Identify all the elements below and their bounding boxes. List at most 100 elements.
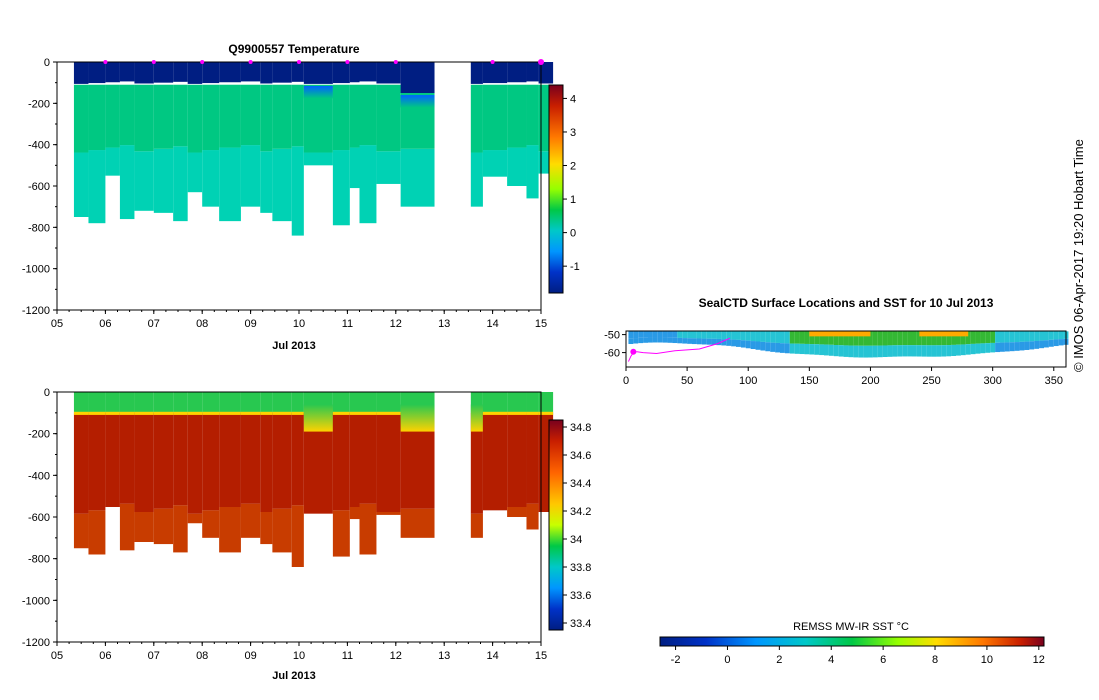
temperature-deep-cell <box>376 151 401 184</box>
sst-cell <box>775 342 780 353</box>
salinity-halocline-band <box>202 411 220 415</box>
temperature-mid-cell <box>153 84 174 149</box>
salinity-surface-cell <box>173 392 188 413</box>
sst-cell <box>1024 341 1030 350</box>
temperature-mid-cell <box>173 84 188 147</box>
sst-cell <box>892 331 898 346</box>
profile-marker <box>103 60 108 64</box>
sst-cell <box>687 331 692 339</box>
sst-cell <box>946 331 952 346</box>
temperature-axes: 05 06 07 08 09 10 11 12 13 14 15 0 -200 -400 -600 -800 -… <box>22 57 547 330</box>
sst-colorbar-tick-label: 4 <box>828 654 834 666</box>
temperature-mid-cell <box>134 84 154 152</box>
salinity-halocline-band <box>332 411 350 415</box>
sst-cell <box>677 337 683 344</box>
sst-cell <box>784 343 790 354</box>
temperature-mid-cell <box>73 84 89 153</box>
temperature-deep-cell <box>359 145 377 224</box>
salinity-mid-cell <box>526 412 539 504</box>
temperature-mid-cell <box>202 84 220 151</box>
sst-cell <box>1000 342 1005 352</box>
sst-colorbar-ticks: -2 0 2 4 6 8 10 12 <box>671 646 1045 666</box>
sst-cell <box>633 331 639 339</box>
sst-cell <box>1029 331 1035 342</box>
temperature-deep-cell <box>134 151 154 211</box>
x-tick-label: 09 <box>244 650 256 662</box>
sst-cell <box>1058 331 1064 340</box>
sst-cell <box>882 331 888 346</box>
x-tick-label: 08 <box>196 650 208 662</box>
salinity-halocline-band <box>119 411 135 415</box>
salinity-deep-cell <box>507 507 527 517</box>
sst-cell <box>833 345 839 357</box>
sst-cell <box>828 344 834 356</box>
map-x-tick-label: 200 <box>861 375 879 387</box>
temperature-surface-cell <box>332 62 350 84</box>
sst-cell <box>1053 331 1059 340</box>
salinity-halocline-band <box>173 411 188 415</box>
salinity-section <box>73 392 554 567</box>
salinity-deep-cell <box>332 510 350 557</box>
sst-cell <box>863 345 868 358</box>
x-tick-label: 09 <box>244 318 256 330</box>
y-tick-label: -800 <box>28 222 50 234</box>
sst-cell <box>643 331 648 338</box>
salinity-mid-cell <box>272 412 292 509</box>
temperature-deep-cell <box>260 151 273 213</box>
sst-cell <box>731 331 736 340</box>
temperature-surface-cell <box>507 62 527 83</box>
sst-cell <box>824 344 829 356</box>
sst-cell <box>745 340 751 349</box>
sst-cell <box>721 339 727 346</box>
sst-colorbar-panel: REMSS MW-IR SST °C -2 0 2 4 6 8 10 12 <box>659 621 1045 666</box>
sst-cell <box>819 331 824 345</box>
temperature-mid-cell <box>400 84 435 149</box>
temperature-surface-cell <box>349 62 360 83</box>
colorbar-tick-label: 34.8 <box>570 422 591 434</box>
sst-cell <box>667 331 673 338</box>
sst-cell <box>750 341 756 350</box>
sst-cell <box>1009 342 1015 352</box>
salinity-surface-cell <box>134 392 154 413</box>
sst-cell <box>667 337 673 343</box>
sst-cell <box>853 331 859 346</box>
sst-cell <box>789 331 795 344</box>
sst-cell <box>926 345 932 357</box>
sst-cell <box>892 345 898 357</box>
sst-cell <box>877 331 883 346</box>
sst-cell <box>1044 340 1049 348</box>
sst-cell <box>765 342 771 352</box>
map-x-tick-label: 150 <box>800 375 818 387</box>
temperature-mid-cell <box>219 84 241 148</box>
sst-cell <box>804 343 810 355</box>
sst-cell <box>1034 331 1040 341</box>
sst-cell <box>809 331 815 345</box>
sst-cell <box>1053 339 1059 347</box>
sst-cell <box>916 345 922 357</box>
sst-cell <box>755 331 761 342</box>
temperature-deep-cell <box>105 147 120 176</box>
map-sst-field <box>627 331 1069 362</box>
colorbar-tick-label: 34 <box>570 534 582 546</box>
sst-cell <box>648 337 653 343</box>
temperature-surface-cell <box>303 62 333 84</box>
salinity-surface-cell <box>538 392 554 413</box>
salinity-mid-cell <box>349 412 360 507</box>
salinity-surface-cell <box>153 392 174 413</box>
salinity-mid-cell <box>291 412 304 506</box>
temperature-title: Q9900557 Temperature <box>228 42 360 56</box>
x-tick-label: 05 <box>51 650 63 662</box>
salinity-surface-cell <box>202 392 220 413</box>
sst-cell <box>745 331 751 341</box>
sst-colorbar <box>659 636 1045 647</box>
salinity-surface-cell <box>73 392 89 413</box>
map-x-tick-label: 50 <box>681 375 693 387</box>
temperature-mid-cell <box>105 84 120 148</box>
sst-cell <box>770 331 776 343</box>
sst-colorbar-tick-label: -2 <box>671 654 681 666</box>
sst-cell <box>726 331 732 340</box>
map-axes: 0 50 100 150 200 250 300 350 -50 -60 <box>604 330 1063 387</box>
temperature-deep-cell <box>88 150 106 224</box>
sst-cell <box>980 331 986 344</box>
sst-cell <box>995 342 1000 353</box>
